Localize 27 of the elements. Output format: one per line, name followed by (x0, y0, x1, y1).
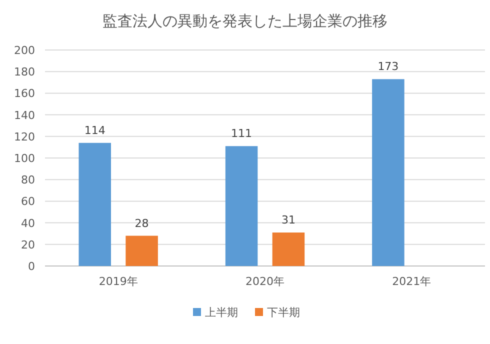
y-tick-label: 160 (14, 87, 35, 100)
y-tick-label: 20 (21, 238, 35, 252)
x-tick-label: 2020年 (246, 275, 284, 288)
data-label: 173 (378, 60, 399, 74)
chart-title: 監査法人の異動を発表した上場企業の推移 (102, 12, 388, 30)
bar (372, 79, 404, 266)
x-tick-label: 2021年 (392, 275, 432, 288)
data-label: 31 (281, 214, 296, 227)
x-tick-label: 2019年 (98, 275, 138, 288)
data-label: 111 (231, 127, 252, 140)
bar (126, 236, 158, 266)
y-tick-label: 200 (14, 44, 35, 57)
legend-label: 上半期 (205, 306, 238, 319)
y-tick-label: 140 (14, 108, 35, 122)
y-tick-label: 100 (14, 152, 35, 165)
y-tick-label: 120 (14, 130, 35, 144)
y-tick-label: 80 (21, 174, 35, 187)
y-tick-label: 0 (28, 260, 35, 273)
bar (225, 146, 258, 266)
y-tick-label: 60 (21, 195, 35, 208)
data-label: 114 (84, 124, 106, 137)
y-tick-label: 180 (14, 66, 35, 79)
bar (78, 142, 111, 266)
y-tick-label: 40 (21, 216, 35, 230)
legend-label: 下半期 (267, 306, 300, 319)
bar (272, 232, 305, 266)
data-label: 28 (134, 216, 149, 230)
